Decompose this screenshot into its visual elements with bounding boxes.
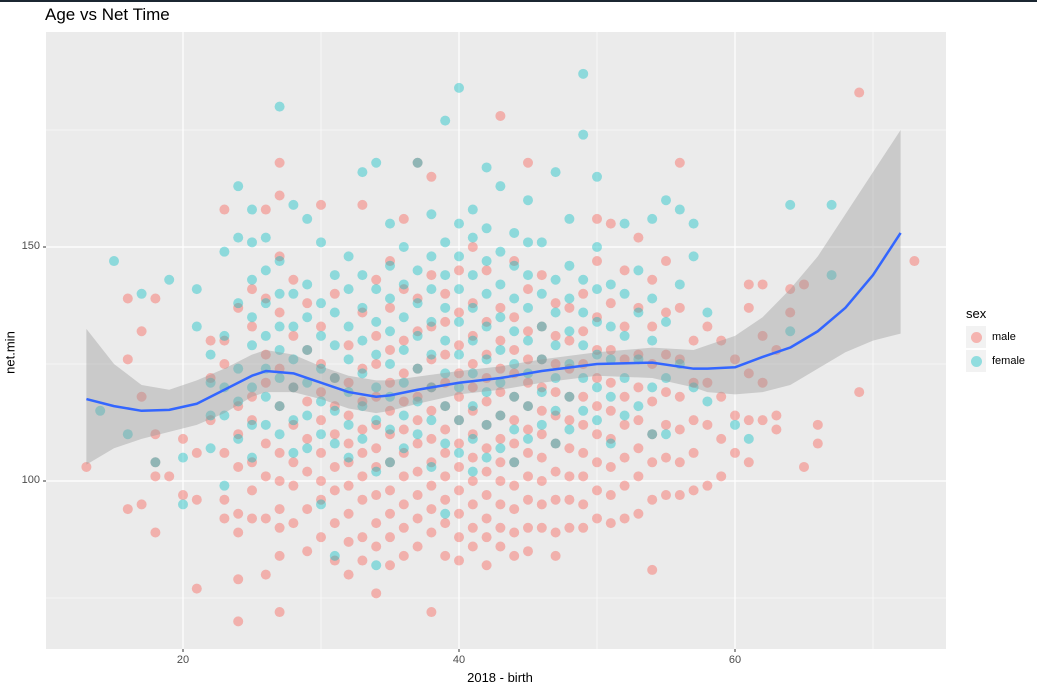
legend-item-male: male [966,325,1025,349]
smooth-line [86,232,902,413]
x-tick-label: 40 [452,654,466,666]
legend-key-female [966,350,986,372]
y-tick-label: 100 [21,474,40,486]
legend-item-female: female [966,349,1025,373]
male-dot-icon [970,331,982,343]
minor-gridlines [44,32,946,649]
x-tick-label: 60 [728,654,742,666]
female-points [95,68,837,571]
legend-label-female: female [992,355,1026,367]
chart-title: Age vs Net Time [45,5,170,24]
legend-key-male [966,326,986,348]
axis-ticks [43,246,736,652]
confidence-band [86,130,901,465]
female-dot-icon [970,355,982,367]
y-tick-label: 150 [21,240,40,252]
x-tick-label: 20 [176,654,190,666]
legend: sex male female [966,306,1025,373]
male-points [81,87,920,627]
x-axis-label: 2018 - birth [467,670,533,685]
window-top-border [0,0,1037,2]
legend-title: sex [966,306,987,321]
y-axis-label: net.min [2,331,18,374]
legend-label-male: male [992,331,1016,343]
